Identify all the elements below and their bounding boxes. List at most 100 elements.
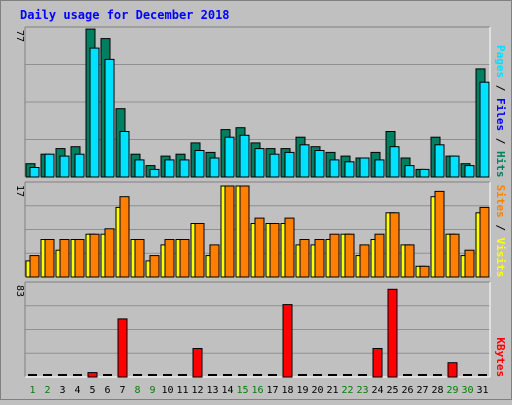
bar-kbytes-day-24 (372, 348, 383, 378)
bar-sites-day-28 (434, 190, 445, 278)
bar-files-day-5 (89, 47, 100, 178)
x-tick-label-day-17: 17 (266, 385, 278, 396)
x-tick-label-day-14: 14 (221, 385, 233, 396)
bar-sites-day-30 (464, 249, 475, 278)
bar-sites-day-24 (374, 233, 385, 278)
bar-kbytes-day-1 (28, 374, 37, 376)
bar-sites-day-6 (104, 228, 115, 278)
bar-files-day-4 (74, 153, 85, 178)
bar-sites-day-20 (314, 239, 325, 278)
bar-files-day-30 (464, 165, 475, 178)
panel-visits-sites-scale-label: 17 (14, 185, 25, 197)
x-tick-label-day-21: 21 (326, 385, 338, 396)
legend-separator: / (494, 218, 507, 238)
x-tick-label-day-26: 26 (401, 385, 413, 396)
x-tick-label-day-4: 4 (74, 385, 80, 396)
bar-kbytes-day-31 (478, 374, 487, 376)
x-tick-label-day-22: 22 (341, 385, 353, 396)
bar-sites-day-7 (119, 196, 130, 278)
bar-kbytes-day-23 (358, 374, 367, 376)
bar-files-day-23 (359, 157, 370, 178)
bar-sites-day-15 (239, 185, 250, 278)
bar-kbytes-day-18 (282, 304, 293, 378)
x-tick-label-day-23: 23 (356, 385, 368, 396)
bar-sites-day-26 (404, 244, 415, 278)
x-tick-label-day-31: 31 (476, 385, 488, 396)
bar-kbytes-day-26 (403, 374, 412, 376)
bar-sites-day-29 (449, 233, 460, 278)
bar-files-day-6 (104, 58, 115, 178)
bar-sites-day-14 (224, 185, 235, 278)
panel-visits-sites-legend: Sites / Visits (494, 185, 507, 278)
bar-sites-day-1 (29, 255, 40, 278)
bar-sites-day-9 (149, 255, 160, 278)
x-tick-label-day-8: 8 (134, 385, 140, 396)
panel-hits-files-pages-legend: Pages / Files / Hits (494, 45, 507, 178)
legend-entry-kbytes: KBytes (494, 337, 507, 377)
bar-sites-day-25 (389, 212, 400, 278)
x-tick-label-day-6: 6 (104, 385, 110, 396)
x-tick-label-day-9: 9 (149, 385, 155, 396)
bar-sites-day-23 (359, 244, 370, 278)
bar-kbytes-day-22 (343, 374, 352, 376)
legend-entry-pages: Pages (494, 45, 507, 78)
bar-sites-day-12 (194, 223, 205, 278)
legend-separator: / (494, 78, 507, 98)
bar-files-day-2 (44, 153, 55, 178)
legend-entry-files: Files (494, 98, 507, 131)
bar-sites-day-8 (134, 239, 145, 278)
x-tick-label-day-30: 30 (461, 385, 473, 396)
bar-kbytes-day-12 (192, 348, 203, 378)
bar-sites-day-13 (209, 244, 220, 278)
bar-files-day-22 (344, 161, 355, 178)
bar-kbytes-day-9 (148, 374, 157, 376)
x-tick-label-day-27: 27 (416, 385, 428, 396)
bar-kbytes-day-19 (298, 374, 307, 376)
bar-kbytes-day-7 (117, 318, 128, 378)
bar-kbytes-day-3 (58, 374, 67, 376)
panel-kbytes-legend: KBytes (494, 337, 507, 377)
bar-files-day-9 (149, 168, 160, 178)
bar-files-day-13 (209, 157, 220, 178)
bar-kbytes-day-27 (418, 374, 427, 376)
bar-sites-day-31 (479, 206, 490, 278)
bar-kbytes-day-16 (253, 374, 262, 376)
bar-kbytes-day-20 (313, 374, 322, 376)
bar-files-day-31 (479, 81, 490, 178)
bar-kbytes-day-13 (208, 374, 217, 376)
bar-kbytes-day-14 (223, 374, 232, 376)
bar-kbytes-day-5 (87, 372, 98, 378)
bar-files-day-10 (164, 159, 175, 178)
x-tick-label-day-28: 28 (431, 385, 443, 396)
bar-kbytes-day-28 (433, 374, 442, 376)
bar-sites-day-19 (299, 239, 310, 278)
bar-kbytes-day-6 (103, 374, 112, 376)
bar-files-day-28 (434, 144, 445, 178)
bar-kbytes-day-2 (43, 374, 52, 376)
legend-entry-sites: Sites (494, 185, 507, 218)
chart-title: Daily usage for December 2018 (20, 8, 230, 22)
bar-files-day-11 (179, 159, 190, 178)
bar-kbytes-day-29 (447, 362, 458, 378)
bar-files-day-27 (419, 168, 430, 178)
bar-files-day-17 (269, 153, 280, 178)
bar-files-day-12 (194, 150, 205, 178)
panel-kbytes-scale-label: 83 (14, 285, 25, 297)
x-tick-label-day-25: 25 (386, 385, 398, 396)
x-tick-label-day-1: 1 (29, 385, 35, 396)
bar-files-day-20 (314, 150, 325, 178)
x-tick-label-day-18: 18 (281, 385, 293, 396)
bar-sites-day-4 (74, 239, 85, 278)
panel-hits-files-pages-scale-label: 77 (14, 30, 25, 42)
bar-kbytes-day-17 (268, 374, 277, 376)
bar-files-day-1 (29, 167, 40, 178)
x-tick-label-day-13: 13 (206, 385, 218, 396)
x-tick-label-day-5: 5 (89, 385, 95, 396)
bar-files-day-16 (254, 148, 265, 178)
bar-files-day-3 (59, 155, 70, 178)
bar-sites-day-27 (419, 265, 430, 278)
bar-files-day-7 (119, 131, 130, 178)
x-tick-label-day-11: 11 (176, 385, 188, 396)
